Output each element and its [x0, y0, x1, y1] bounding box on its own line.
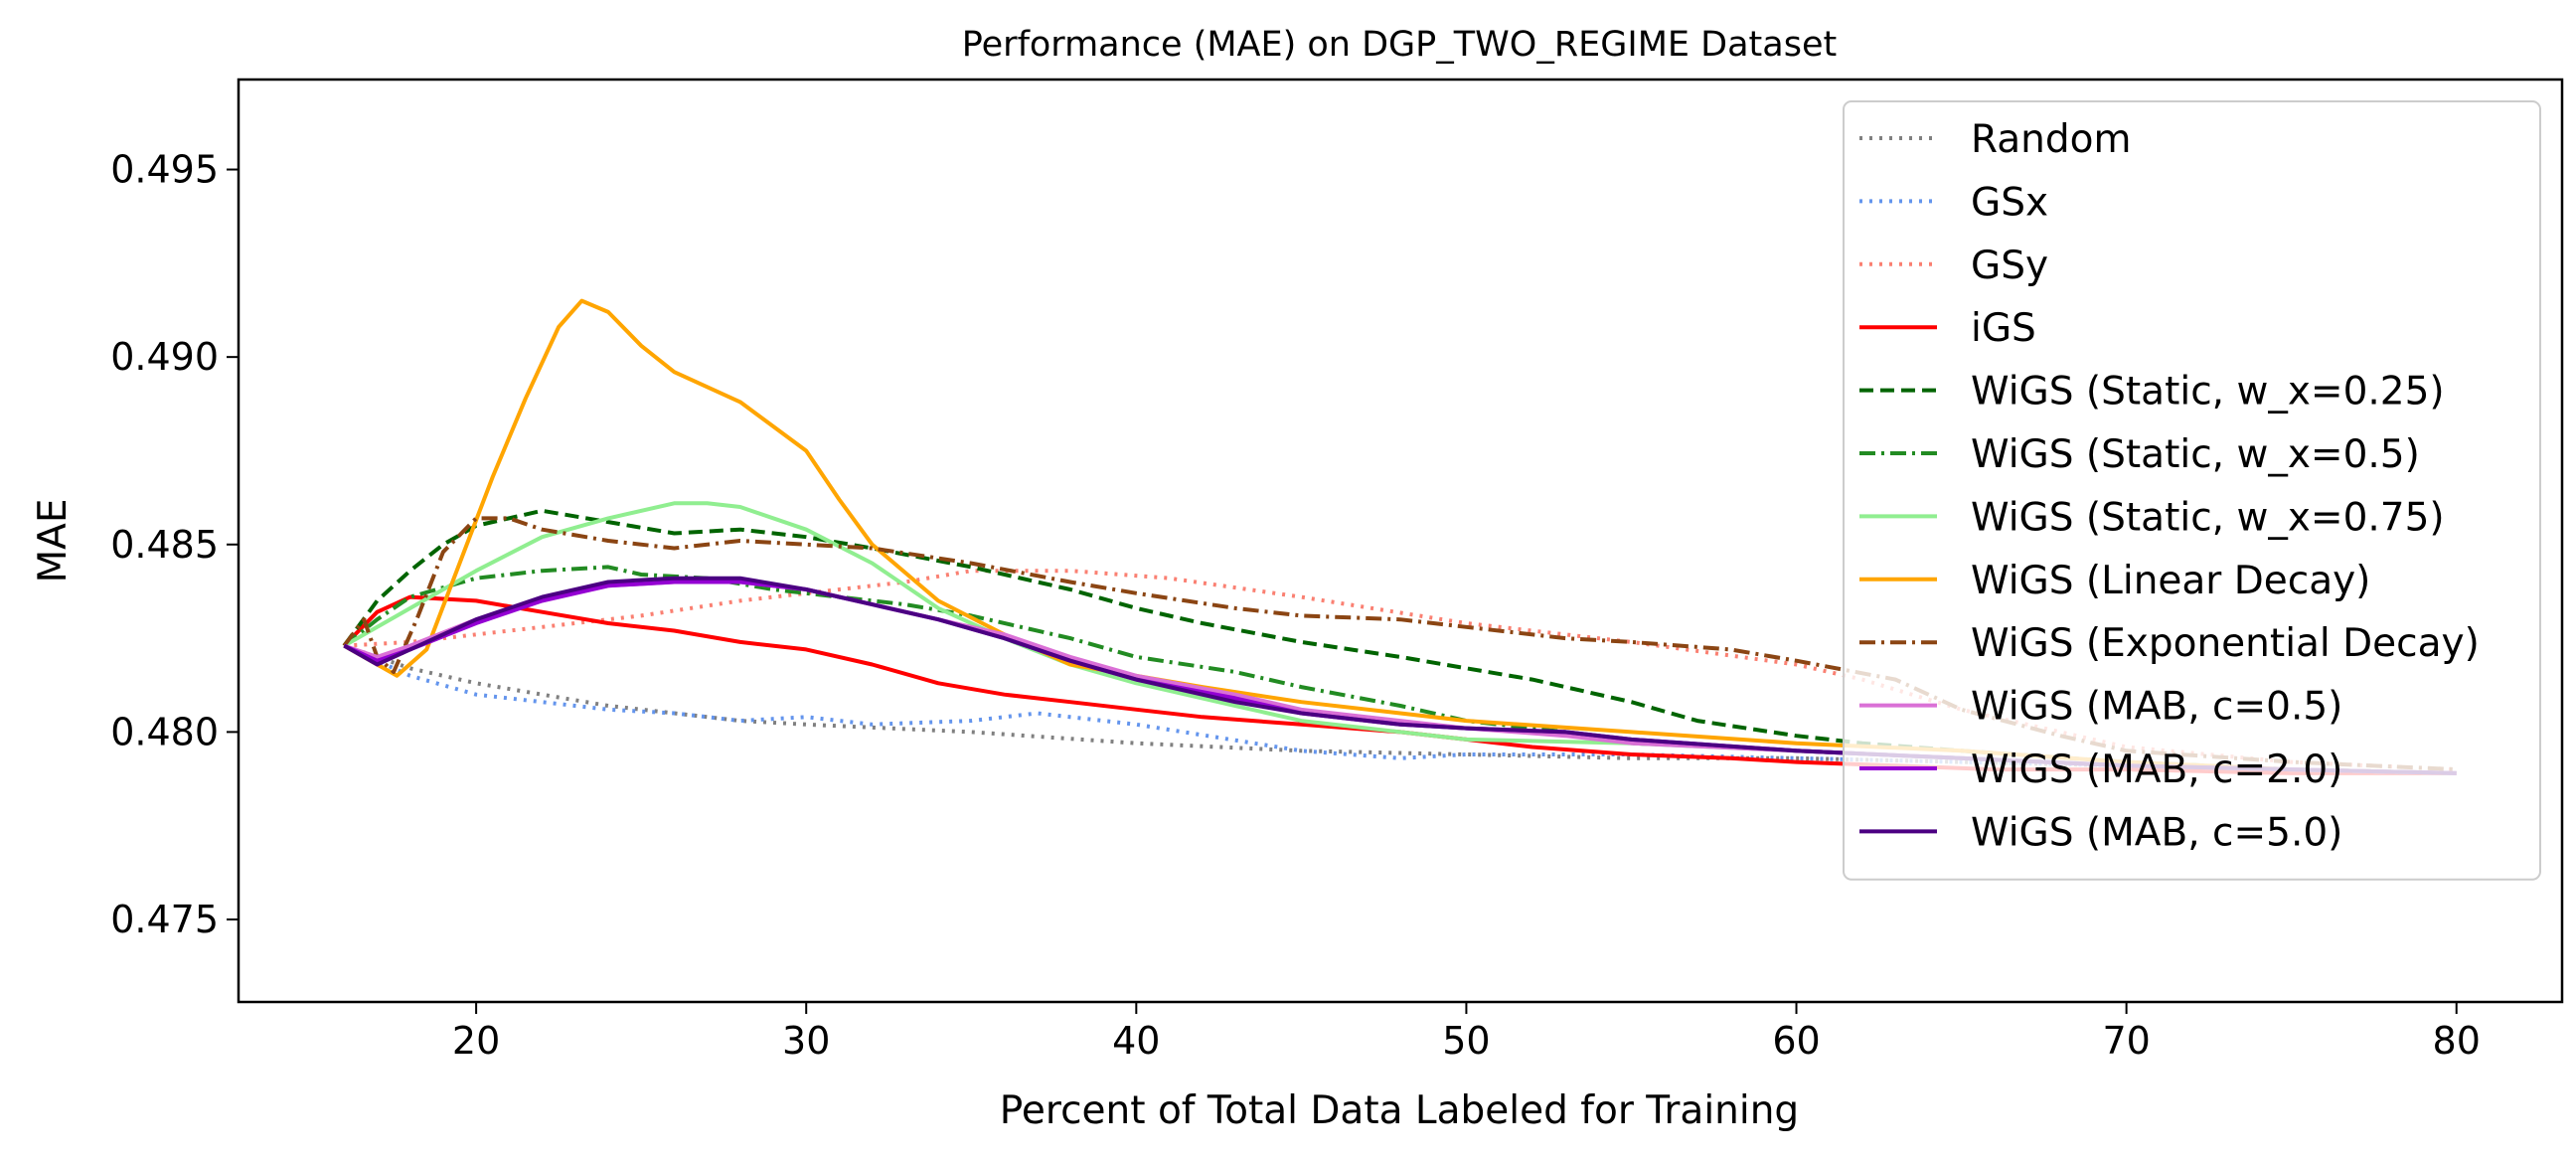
chart-title: Performance (MAE) on DGP_TWO_REGIME Data… — [962, 25, 1837, 65]
legend: Random GSx GSy iGS WiGS (Static, w_x=0.25) Wi… — [1843, 100, 2541, 881]
y-axis-label: MAE — [31, 499, 76, 583]
legend-label: WiGS (Static, w_x=0.5) — [1971, 432, 2420, 477]
plot-frame — [237, 78, 2564, 1004]
legend-label: Random — [1971, 117, 2131, 162]
y-tick-label: 0.490 — [110, 335, 219, 379]
legend-label: WiGS (Exponential Decay) — [1971, 621, 2480, 666]
series-line-gsx — [343, 643, 2457, 775]
y-axis: 0.475 0.480 0.485 0.490 0.495 — [110, 148, 239, 941]
y-tick-label: 0.475 — [110, 898, 219, 941]
legend-label: WiGS (MAB, c=5.0) — [1971, 810, 2342, 855]
x-tick-label: 20 — [452, 1019, 500, 1063]
y-tick-label: 0.485 — [110, 523, 219, 567]
y-tick-label: 0.480 — [110, 710, 219, 753]
legend-label: WiGS (MAB, c=2.0) — [1971, 748, 2342, 792]
x-axis: 20 30 40 50 60 70 80 — [452, 1002, 2481, 1063]
legend-label: WiGS (Linear Decay) — [1971, 559, 2370, 603]
legend-label: iGS — [1971, 306, 2036, 351]
x-tick-label: 60 — [1772, 1019, 1820, 1063]
legend-label: WiGS (Static, w_x=0.25) — [1971, 370, 2445, 415]
series-line-wigs-mab-c-5-0 — [343, 576, 2457, 775]
x-tick-label: 80 — [2433, 1019, 2481, 1063]
series-line-wigs-static-w-x-0-25 — [342, 508, 2457, 775]
x-tick-label: 70 — [2102, 1019, 2150, 1063]
legend-label: GSy — [1971, 244, 2048, 288]
x-tick-label: 40 — [1112, 1019, 1160, 1063]
series-line-random — [343, 643, 2457, 775]
legend-label: WiGS (Static, w_x=0.75) — [1971, 495, 2445, 540]
legend-label: WiGS (MAB, c=0.5) — [1971, 685, 2342, 730]
y-tick-label: 0.495 — [110, 148, 219, 192]
x-tick-label: 50 — [1442, 1019, 1490, 1063]
series-line-wigs-linear-decay — [343, 298, 2457, 775]
series-line-wigs-static-w-x-0-5 — [343, 565, 2457, 775]
x-axis-label: Percent of Total Data Labeled for Traini… — [1000, 1088, 1799, 1133]
x-tick-label: 30 — [782, 1019, 830, 1063]
legend-label: GSx — [1971, 180, 2048, 225]
legend-box — [1843, 100, 2541, 881]
